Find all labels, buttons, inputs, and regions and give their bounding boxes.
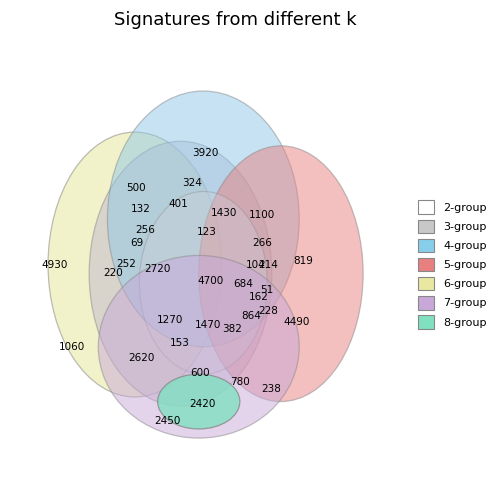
- Text: 252: 252: [116, 259, 137, 269]
- Text: 600: 600: [190, 368, 210, 378]
- Text: 3920: 3920: [193, 148, 219, 158]
- Text: 104: 104: [246, 261, 266, 271]
- Ellipse shape: [158, 374, 240, 429]
- Text: 238: 238: [261, 384, 281, 394]
- Text: 1060: 1060: [58, 342, 85, 352]
- Text: 1270: 1270: [157, 316, 183, 325]
- Text: 382: 382: [222, 325, 241, 334]
- Text: 228: 228: [258, 306, 278, 316]
- Text: 214: 214: [258, 261, 278, 271]
- Text: 684: 684: [233, 279, 254, 289]
- Text: 2450: 2450: [155, 416, 181, 426]
- Title: Signatures from different k: Signatures from different k: [114, 11, 357, 29]
- Text: 4700: 4700: [197, 276, 223, 286]
- Text: 324: 324: [182, 178, 202, 188]
- Text: 864: 864: [241, 310, 261, 321]
- Text: 162: 162: [249, 292, 269, 302]
- Ellipse shape: [107, 91, 299, 347]
- Ellipse shape: [89, 141, 272, 406]
- Ellipse shape: [140, 192, 267, 374]
- Text: 1470: 1470: [195, 320, 221, 330]
- Text: 1430: 1430: [211, 209, 237, 218]
- Text: 51: 51: [261, 285, 274, 295]
- Text: 4490: 4490: [284, 317, 310, 327]
- Text: 2620: 2620: [129, 353, 155, 363]
- Text: 220: 220: [103, 268, 123, 278]
- Text: 256: 256: [135, 225, 155, 235]
- Text: 132: 132: [131, 204, 150, 214]
- Text: 69: 69: [131, 237, 144, 247]
- Text: 123: 123: [197, 227, 217, 237]
- Text: 2720: 2720: [145, 264, 171, 274]
- Text: 2420: 2420: [189, 399, 216, 409]
- Ellipse shape: [199, 146, 363, 402]
- Text: 266: 266: [253, 237, 273, 247]
- Text: 500: 500: [126, 183, 146, 193]
- Legend: 2-group, 3-group, 4-group, 5-group, 6-group, 7-group, 8-group: 2-group, 3-group, 4-group, 5-group, 6-gr…: [414, 197, 490, 332]
- Ellipse shape: [98, 256, 299, 438]
- Text: 153: 153: [170, 338, 190, 348]
- Text: 819: 819: [293, 256, 313, 266]
- Text: 401: 401: [168, 199, 188, 209]
- Ellipse shape: [48, 132, 222, 397]
- Text: 1100: 1100: [248, 210, 275, 220]
- Text: 4930: 4930: [42, 260, 68, 270]
- Text: 780: 780: [230, 377, 249, 388]
